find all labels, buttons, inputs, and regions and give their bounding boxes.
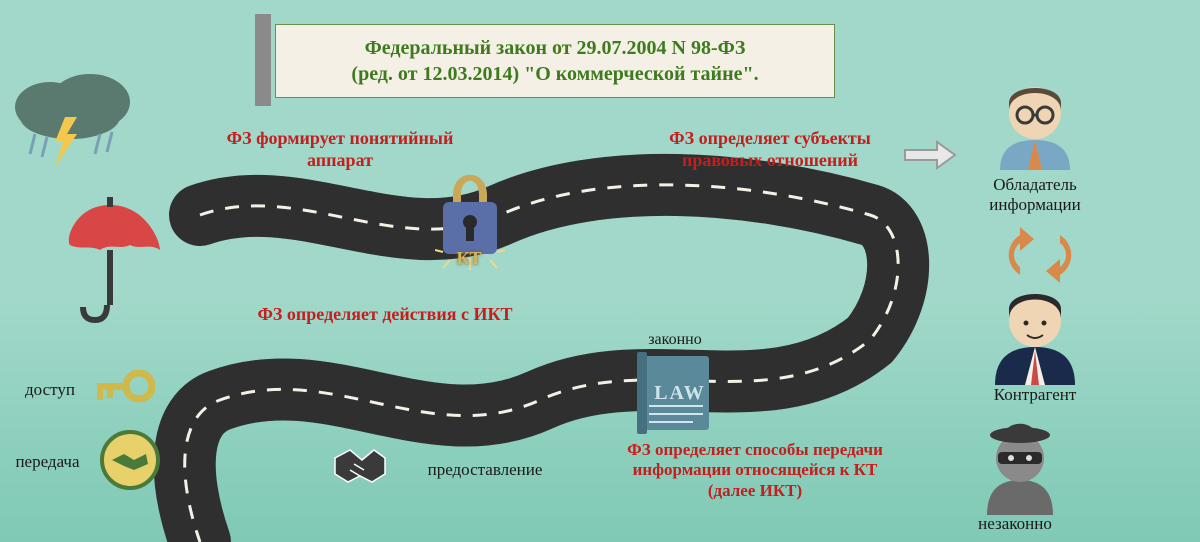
cycle-arrows-icon — [1000, 225, 1080, 285]
cloud-icon — [5, 62, 145, 172]
l-provision: предоставление — [395, 460, 575, 480]
l-access: доступ — [10, 380, 90, 400]
criminal-person-icon — [975, 420, 1065, 515]
l-kt: КТ — [449, 248, 489, 270]
umbrella-icon — [55, 195, 165, 325]
l-owner: Обладательинформации — [965, 175, 1105, 216]
l-concepts: ФЗ формирует понятийныйаппарат — [200, 128, 480, 171]
l-law: LAW — [640, 381, 720, 405]
title-box: Федеральный закон от 29.07.2004 N 98-ФЗ(… — [275, 24, 835, 98]
title-pillar — [255, 14, 271, 106]
l-contragent: Контрагент — [965, 385, 1105, 405]
l-actions: ФЗ определяет действия с ИКТ — [220, 304, 550, 326]
owner-person-icon — [990, 75, 1080, 175]
handshake-icon — [330, 440, 390, 490]
arrow-right-icon — [903, 140, 958, 170]
l-transfer-ways: ФЗ определяет способы передачиинформации… — [585, 440, 925, 501]
contragent-person-icon — [985, 285, 1085, 385]
key-icon — [95, 370, 155, 410]
infographic-canvas: Федеральный закон от 29.07.2004 N 98-ФЗ(… — [0, 0, 1200, 542]
l-transfer: передача — [0, 452, 95, 472]
l-illegal: незаконно — [955, 514, 1075, 534]
l-legal: законно — [625, 330, 725, 349]
title-line-1: Федеральный закон от 29.07.2004 N 98-ФЗ — [316, 35, 794, 61]
handshake-circle-icon — [100, 430, 160, 490]
l-subjects: ФЗ определяет субъектыправовых отношений — [640, 128, 900, 171]
title-line-2: (ред. от 12.03.2014) "О коммерческой тай… — [316, 61, 794, 87]
